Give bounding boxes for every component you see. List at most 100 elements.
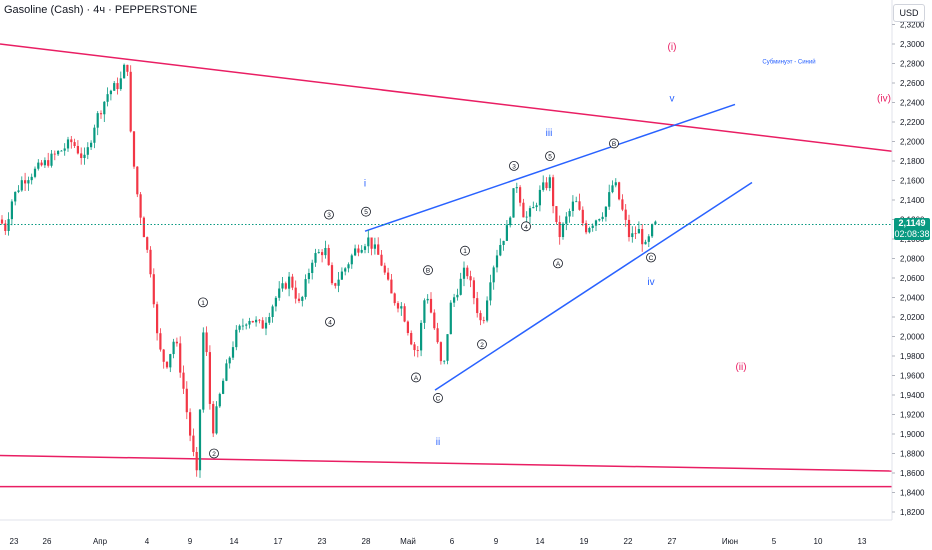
wave-label: B: [612, 141, 616, 148]
candle-body: [413, 344, 415, 350]
candle-body: [529, 208, 531, 217]
candle-body: [173, 342, 175, 354]
time-axis[interactable]: 23 26 Апр 4 9 14 17 23 28 Май 6 9 14 19 22 27 Июн 5 10 13: [0, 520, 892, 546]
candle-body: [239, 326, 241, 330]
symbol-title[interactable]: Gasoline (Cash) · 4ч · PEPPERSTONE: [4, 4, 197, 16]
price-tick-label: 2,2800: [900, 60, 925, 69]
candle-body: [440, 342, 442, 361]
candle-body: [443, 361, 445, 362]
last-price-tag: 2,1149 02:08:38: [894, 218, 930, 240]
candle-body: [248, 321, 250, 325]
candle-body: [265, 323, 267, 329]
currency-button[interactable]: USD: [893, 4, 925, 22]
candle-body: [37, 163, 39, 169]
candle-body: [113, 83, 115, 91]
price-tick-label: 2,1800: [900, 157, 925, 166]
candle-body: [298, 299, 300, 301]
price-tick-label: 2,2000: [900, 138, 925, 147]
candle-body: [460, 279, 462, 295]
wave-label: 3: [512, 163, 516, 170]
time-tick-label: 23: [318, 537, 327, 546]
candle-body: [371, 237, 373, 248]
wave-label: 4: [524, 224, 528, 231]
time-tick-label: 27: [668, 537, 677, 546]
price-tick-label: 2,3000: [900, 40, 925, 49]
price-tick-label: 1,8400: [900, 489, 925, 498]
price-tick-label: 1,9000: [900, 430, 925, 439]
candle-body: [400, 306, 402, 308]
candle-body: [143, 218, 145, 237]
candle-body: [354, 248, 356, 255]
candle-body: [149, 250, 151, 274]
candle-body: [430, 299, 432, 313]
wedge-lower-line: [435, 182, 752, 390]
wave-degree-label: (iv): [877, 94, 891, 105]
candle-body: [496, 255, 498, 267]
candle-body: [542, 182, 544, 190]
price-tick-label: 1,9600: [900, 372, 925, 381]
candle-body: [420, 323, 422, 351]
candle-body: [644, 242, 646, 244]
candle-body: [522, 203, 524, 218]
candle-body: [390, 280, 392, 294]
candle-body: [67, 139, 69, 148]
candle-body: [334, 283, 336, 286]
time-tick-label: 6: [450, 537, 455, 546]
candle-body: [281, 283, 283, 288]
candle-body: [288, 277, 290, 289]
price-tick-label: 1,8800: [900, 450, 925, 459]
candle-body: [562, 224, 564, 237]
wave-label: 5: [548, 154, 552, 161]
candle-body: [90, 143, 92, 147]
candle-body: [140, 194, 142, 217]
wave-label: A: [556, 261, 561, 268]
bar-countdown: 02:08:38: [894, 229, 930, 240]
candle-body: [618, 182, 620, 199]
price-tick-label: 2,1400: [900, 196, 925, 205]
candle-body: [437, 328, 439, 342]
candle-body: [611, 185, 613, 192]
candle-body: [50, 154, 52, 166]
candle-body: [199, 410, 201, 471]
wave-degree-label: ii: [436, 437, 440, 448]
candle-body: [615, 182, 617, 185]
candle-body: [285, 283, 287, 288]
candle-body: [608, 192, 610, 207]
candle-body: [70, 139, 72, 142]
time-tick-label: 19: [580, 537, 589, 546]
candle-body: [598, 219, 600, 220]
candle-body: [427, 299, 429, 300]
candle-body: [374, 244, 376, 248]
candle-body: [539, 190, 541, 205]
candle-body: [446, 334, 448, 361]
candle-body: [347, 264, 349, 268]
time-tick-label: 26: [43, 537, 52, 546]
candle-body: [133, 131, 135, 166]
candle-body: [314, 253, 316, 263]
candle-body: [41, 163, 43, 166]
candle-body: [252, 321, 254, 322]
candle-body: [479, 313, 481, 320]
candle-body: [192, 436, 194, 452]
candle-body: [163, 350, 165, 362]
candle-body: [361, 250, 363, 253]
candle-body: [278, 289, 280, 298]
candle-body: [450, 303, 452, 334]
candle-body: [341, 272, 343, 280]
price-axis[interactable]: 2,3200 2,3000 2,2800 2,2600 2,2400 2,2200 2,20…: [892, 0, 932, 550]
candle-body: [470, 276, 472, 280]
price-tick-label: 1,8200: [900, 508, 925, 517]
candle-body: [628, 220, 630, 237]
candle-body: [83, 155, 85, 158]
candle-body: [219, 394, 221, 406]
lower-triangle-line: [0, 455, 892, 471]
wave-degree-label: (ii): [735, 362, 746, 373]
price-tick-label: 2,1600: [900, 177, 925, 186]
candle-body: [631, 233, 633, 237]
candle-body: [258, 320, 260, 321]
candle-body: [621, 199, 623, 209]
candle-body: [179, 343, 181, 372]
price-tick-label: 2,0200: [900, 313, 925, 322]
candle-body: [351, 255, 353, 264]
